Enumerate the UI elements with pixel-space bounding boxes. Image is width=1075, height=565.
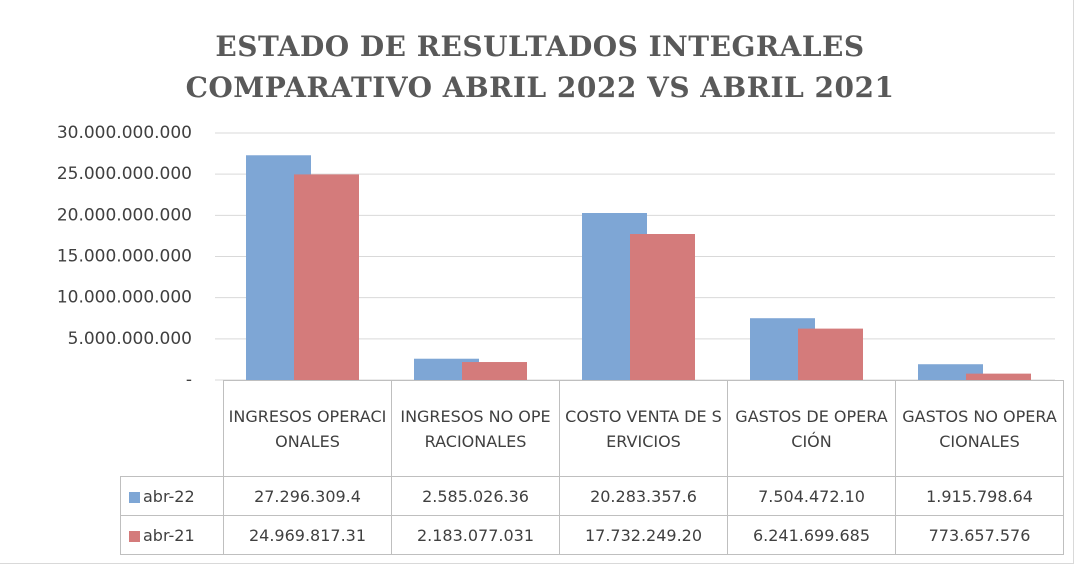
legend-swatch <box>129 530 140 542</box>
value-cell: 2.183.077.031 <box>391 515 560 555</box>
value-cell: 24.969.817.31 <box>223 515 392 555</box>
value-cell: 1.915.798.64 <box>895 476 1064 516</box>
bar <box>966 373 1031 380</box>
bar <box>294 174 359 380</box>
category-label: INGRESOS OPERACIONALES <box>223 380 392 477</box>
y-tick-label: 20.000.000.000 <box>57 205 192 225</box>
legend-label: abr-22 <box>143 486 195 506</box>
value-cell: 2.585.026.36 <box>391 476 560 516</box>
table-row: abr-22 27.296.309.4 2.585.026.36 20.283.357… <box>120 476 1064 516</box>
value-cell: 7.504.472.10 <box>727 476 896 516</box>
blank-cell <box>120 380 224 477</box>
category-label: COSTO VENTA DE SERVICIOS <box>559 380 728 477</box>
y-tick-label: 10.000.000.000 <box>57 288 192 308</box>
legend-swatch <box>129 491 140 503</box>
table-row: abr-21 24.969.817.31 2.183.077.031 17.732.2… <box>120 515 1064 555</box>
legend-cell: abr-22 <box>120 476 224 516</box>
legend-cell: abr-21 <box>120 515 224 555</box>
y-tick-label: 25.000.000.000 <box>57 164 192 184</box>
value-cell: 17.732.249.20 <box>559 515 728 555</box>
legend-label: abr-21 <box>143 525 195 545</box>
y-tick-label: 5.000.000.000 <box>68 329 192 349</box>
value-cell: 27.296.309.4 <box>223 476 392 516</box>
bar <box>462 362 527 380</box>
table-header-row: INGRESOS OPERACIONALES INGRESOS NO OPERAC… <box>120 380 1064 477</box>
data-table: INGRESOS OPERACIONALES INGRESOS NO OPERAC… <box>120 380 1064 555</box>
y-tick-label: - <box>186 370 192 390</box>
category-label: GASTOS NO OPERACIONALES <box>895 380 1064 477</box>
value-cell: 6.241.699.685 <box>727 515 896 555</box>
value-cell: 773.657.576 <box>895 515 1064 555</box>
bar <box>630 234 695 380</box>
y-tick-label: 15.000.000.000 <box>57 247 192 267</box>
category-label: INGRESOS NO OPERACIONALES <box>391 380 560 477</box>
y-tick-label: 30.000.000.000 <box>57 123 192 143</box>
category-label: GASTOS DE OPERACIÓN <box>727 380 896 477</box>
chart-title: ESTADO DE RESULTADOS INTEGRALES COMPARAT… <box>185 30 895 104</box>
value-cell: 20.283.357.6 <box>559 476 728 516</box>
bar <box>798 328 863 380</box>
